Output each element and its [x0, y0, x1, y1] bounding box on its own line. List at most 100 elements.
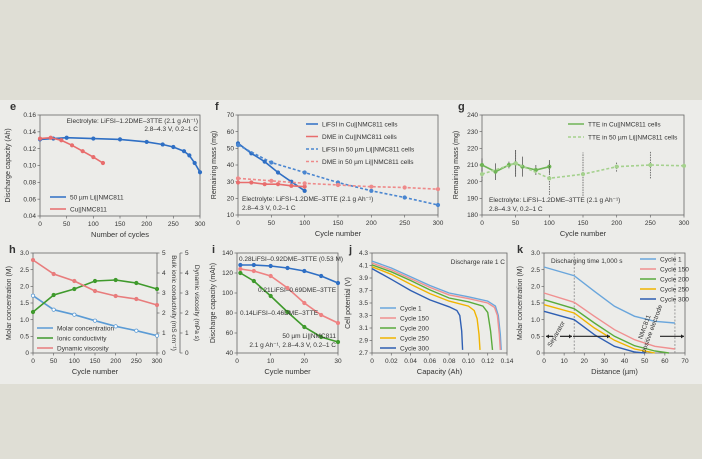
data-point-i-1 — [268, 273, 273, 279]
y-tick-label: 10 — [227, 212, 235, 219]
data-point-f-2 — [369, 188, 374, 193]
data-point-i-1 — [319, 312, 324, 318]
data-point-i-2 — [319, 334, 324, 340]
y2-tick-label: 5 — [162, 250, 166, 257]
data-point-e-1 — [91, 154, 96, 160]
x-tick-label: 0 — [38, 221, 42, 228]
series-line-j-4 — [371, 267, 464, 350]
legend-label-k-4: Cycle 300 — [660, 296, 689, 303]
legend-label-j-0: Cycle 1 — [400, 305, 422, 312]
data-point-g-1 — [513, 161, 518, 166]
x-tick-label: 30 — [334, 358, 342, 365]
x-tick-label: 200 — [611, 220, 622, 227]
data-point-i-2 — [335, 339, 341, 345]
annotation-j: Discharge rate 1 C — [451, 259, 505, 266]
x-axis-label: Distance (µm) — [591, 367, 638, 376]
series-line-k-0 — [543, 266, 675, 324]
data-point-h-1 — [51, 292, 56, 298]
y-tick-label: 0.14 — [23, 129, 36, 136]
y-tick-label: 190 — [467, 196, 478, 203]
data-point-f-2 — [302, 170, 307, 175]
data-point-f-3 — [302, 181, 307, 186]
y-tick-label: 220 — [467, 146, 478, 153]
data-point-h-2 — [154, 302, 160, 308]
legend-label-j-3: Cycle 250 — [400, 335, 429, 342]
data-point-i-0 — [319, 273, 324, 279]
data-point-h-0 — [113, 324, 118, 329]
x-tick-label: 100 — [69, 358, 80, 365]
data-point-g-1 — [580, 172, 586, 177]
x-tick-label: 0.02 — [385, 358, 398, 365]
plot-frame-i — [236, 252, 339, 354]
y-tick-label: 0.10 — [23, 163, 36, 170]
x-tick-label: 150 — [115, 221, 126, 228]
legend-label-e-0: 50 µm Li||NMC811 — [70, 194, 124, 201]
legend-label-k-0: Cycle 1 — [660, 256, 682, 263]
series-line-f-1 — [238, 181, 305, 188]
arrow-head — [607, 334, 610, 339]
y2-tick-label: 2 — [162, 310, 166, 317]
x-tick-label: 70 — [681, 358, 689, 365]
data-point-e-0 — [160, 142, 165, 147]
y-axis-label: Molar concentration (M) — [517, 266, 524, 340]
y2-tick-label: 3 — [162, 290, 166, 297]
y2-axis-label: Bulk ionic conductivity (mS cm⁻¹) — [170, 255, 177, 351]
legend-label-k-3: Cycle 250 — [660, 286, 689, 293]
data-point-i-1 — [285, 285, 290, 291]
annotation-k: Discharging time 1,000 s — [551, 258, 623, 265]
y3-axis-label: Dynamic viscosity (mPa s) — [193, 265, 200, 341]
data-point-e-1 — [37, 136, 43, 141]
y-tick-label: 50 — [227, 146, 235, 153]
data-point-f-1 — [302, 184, 307, 189]
data-point-f-1 — [235, 180, 241, 185]
x-tick-label: 50 — [63, 221, 71, 228]
y3-tick-label: 0 — [185, 350, 189, 357]
y-tick-label: 1.5 — [531, 300, 540, 307]
data-point-f-0 — [262, 159, 267, 164]
y2-tick-label: 1 — [162, 330, 166, 337]
data-point-h-1 — [113, 277, 118, 283]
x-tick-label: 200 — [366, 220, 377, 227]
legend-label-j-2: Cycle 200 — [400, 325, 429, 332]
y-tick-label: 2.0 — [531, 284, 540, 291]
data-point-f-1 — [289, 183, 294, 188]
y-axis-label: Discharge capacity (mAh) — [210, 263, 217, 343]
y-tick-label: 100 — [222, 290, 233, 297]
data-point-i-2 — [268, 293, 273, 299]
annotation-i: 0.28LiFSI–0.92DME–3TTE (0.53 M) — [239, 256, 343, 263]
x-tick-label: 60 — [661, 358, 669, 365]
arrow-head — [681, 334, 684, 339]
x-tick-label: 100 — [544, 220, 555, 227]
data-point-e-1 — [48, 135, 53, 140]
data-point-i-0 — [302, 268, 307, 274]
series-line-j-0 — [371, 260, 502, 350]
annotation-i: 0.21LiFSI–0.69DME–3TTE — [258, 287, 337, 294]
data-point-e-0 — [171, 144, 176, 150]
x-tick-label: 0.12 — [481, 358, 494, 365]
x-tick-label: 100 — [88, 221, 99, 228]
annotation-i: 50 µm Li||NMC811 — [282, 333, 336, 340]
x-tick-label: 0 — [480, 220, 484, 227]
data-point-f-0 — [302, 188, 307, 193]
x-tick-label: 200 — [110, 358, 121, 365]
annotation-e: Electrolyte: LiFSI–1.2DME–3TTE (2.1 g Ah… — [67, 118, 198, 125]
x-tick-label: 0.04 — [404, 358, 417, 365]
data-point-f-3 — [235, 176, 241, 181]
data-point-h-0 — [30, 293, 36, 298]
y-tick-label: 180 — [467, 212, 478, 219]
data-point-i-0 — [335, 280, 341, 286]
y-axis-label: Discharge capacity (Ah) — [5, 128, 12, 202]
y-tick-label: 0.04 — [23, 213, 36, 220]
data-point-e-0 — [197, 170, 203, 175]
legend-label-f-0: LiFSI in Cu||NMC811 cells — [322, 121, 398, 128]
series-line-k-4 — [543, 310, 645, 354]
series-line-j-3 — [371, 266, 481, 350]
y-tick-label: 1.5 — [20, 300, 29, 307]
y-tick-label: 240 — [467, 112, 478, 119]
x-tick-label: 300 — [195, 221, 206, 228]
x-tick-label: 0 — [235, 358, 239, 365]
y-axis-label: Remaining mass (mg) — [211, 131, 218, 199]
y-tick-label: 3.5 — [359, 300, 368, 307]
data-point-h-1 — [72, 286, 77, 292]
